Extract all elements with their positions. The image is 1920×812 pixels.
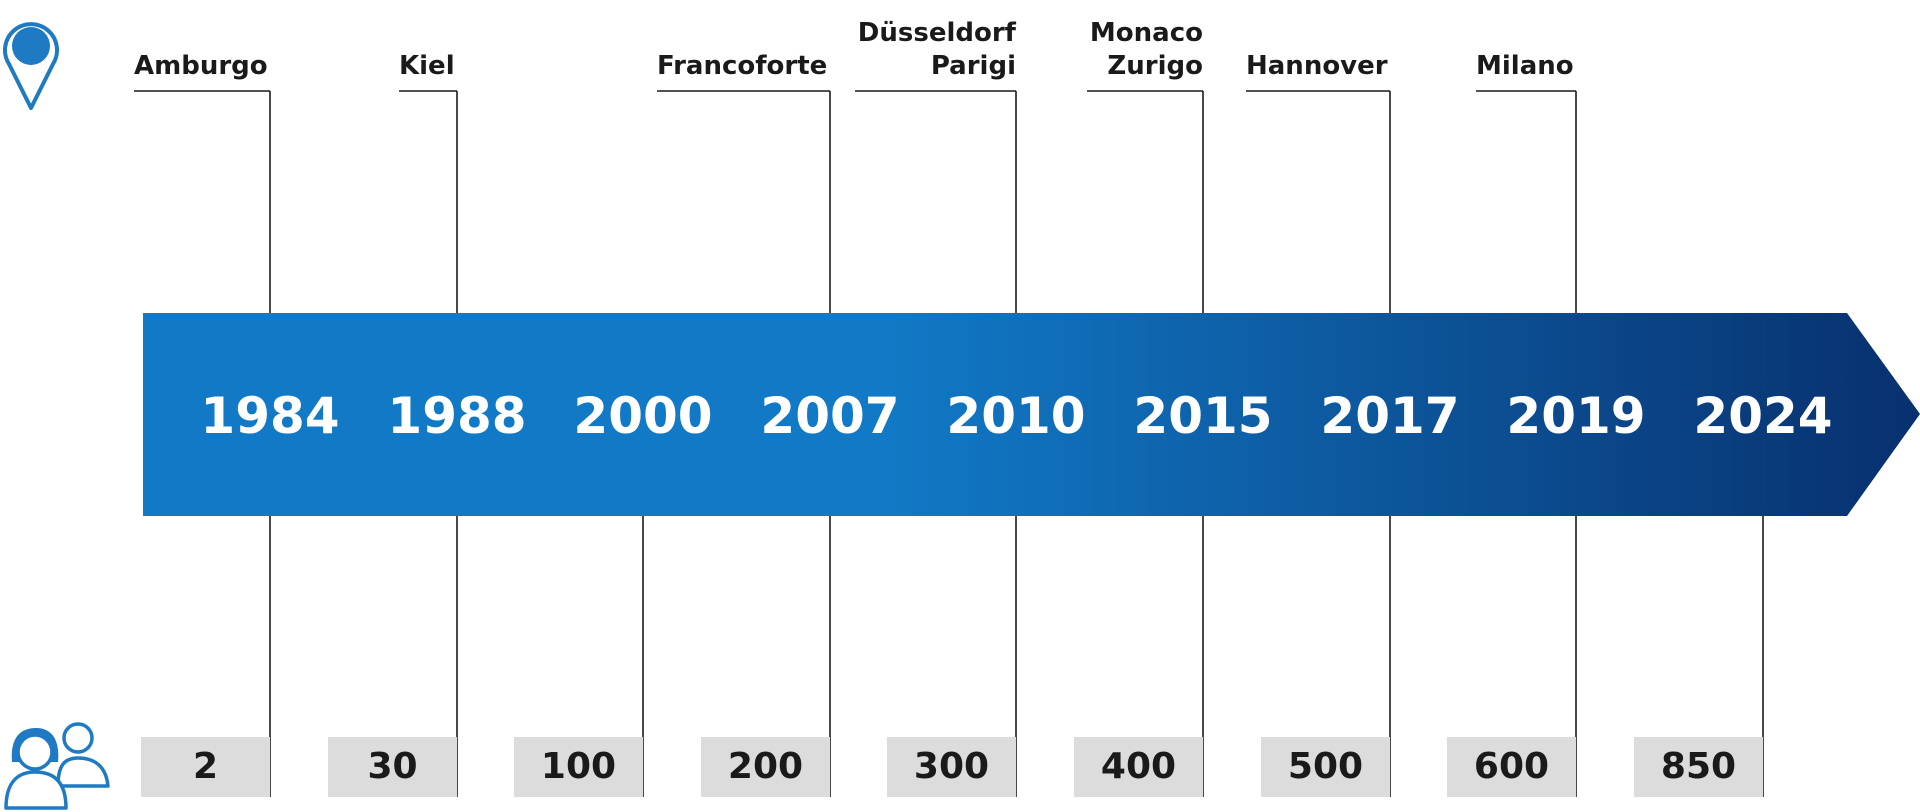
city-label: Milano [1476,51,1574,81]
year-label: 2010 [946,387,1086,445]
count-box [1447,737,1576,797]
count-box [514,737,643,797]
count-box [1074,737,1203,797]
city-label: Amburgo [134,51,268,81]
city-label: Kiel [399,51,455,81]
year-label: 2019 [1506,387,1646,445]
city-label: Francoforte [657,51,828,81]
year-label: 1984 [200,387,340,445]
count-box [328,737,457,797]
count-box [141,737,270,797]
year-label: 1988 [387,387,527,445]
employee-count-label: 400 [1100,746,1177,787]
year-label: 2017 [1320,387,1460,445]
count-box [887,737,1016,797]
count-box [1634,737,1763,797]
year-label: 2007 [760,387,900,445]
count-box [701,737,830,797]
employee-count-label: 850 [1660,746,1737,787]
year-label: 2015 [1133,387,1273,445]
city-label: Hannover [1246,51,1388,81]
city-label: Düsseldorf Parigi [857,18,1016,81]
employee-count-label: 500 [1287,746,1364,787]
year-label: 2024 [1693,387,1833,445]
employee-count-label: 30 [367,746,418,787]
people-icon [4,722,110,810]
employee-count-label: 300 [913,746,990,787]
employee-count-label: 100 [540,746,617,787]
year-label: 2000 [573,387,713,445]
location-pin-icon [3,22,59,110]
employee-count-label: 200 [727,746,804,787]
city-label: Monaco Zurigo [1089,18,1203,81]
employee-count-label: 2 [192,746,219,787]
timeline-arrow-band [143,313,1920,516]
employee-count-label: 600 [1473,746,1550,787]
count-box [1261,737,1390,797]
